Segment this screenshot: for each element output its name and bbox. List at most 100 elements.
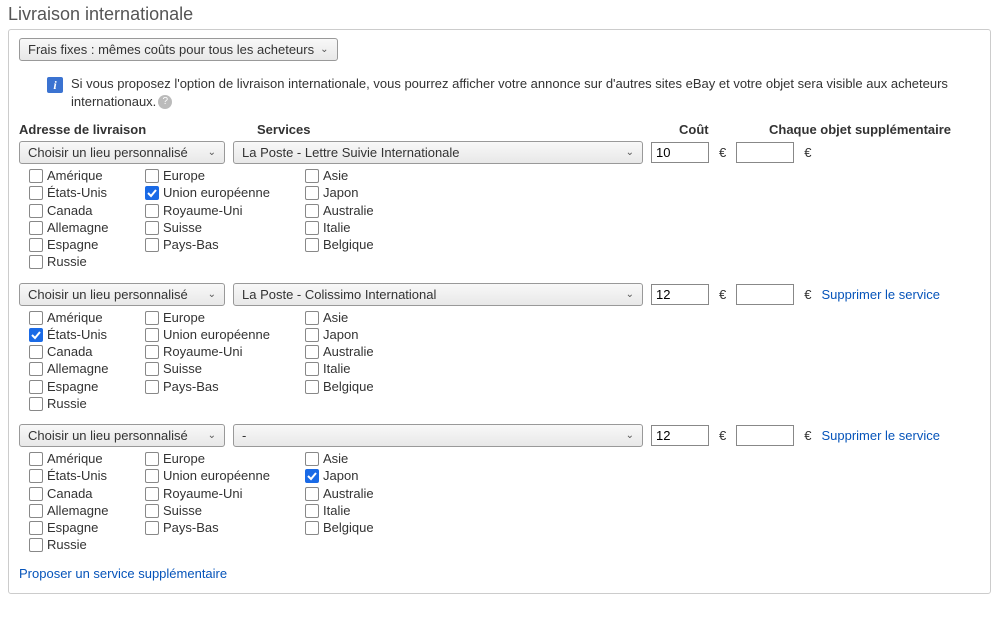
currency-label: € bbox=[804, 287, 811, 302]
country-checkbox[interactable] bbox=[29, 204, 43, 218]
service-select[interactable]: La Poste - Colissimo International⌄ bbox=[233, 283, 643, 306]
country-column: AsieJaponAustralieItalieBelgique bbox=[305, 168, 425, 271]
country-column: AmériqueÉtats-UnisCanadaAllemagneEspagne… bbox=[29, 168, 135, 271]
country-checkbox[interactable] bbox=[145, 521, 159, 535]
country-checkbox-row: Canada bbox=[29, 486, 135, 502]
country-checkbox-row: Asie bbox=[305, 168, 425, 184]
country-checkbox-row: Espagne bbox=[29, 520, 135, 536]
country-checkbox[interactable] bbox=[305, 328, 319, 342]
country-checkbox[interactable] bbox=[305, 186, 319, 200]
country-label: Pays-Bas bbox=[163, 237, 219, 253]
country-checkbox[interactable] bbox=[145, 328, 159, 342]
location-select-label: Choisir un lieu personnalisé bbox=[28, 287, 188, 302]
country-checkbox[interactable] bbox=[29, 380, 43, 394]
country-checkbox[interactable] bbox=[145, 487, 159, 501]
location-select[interactable]: Choisir un lieu personnalisé ⌄ bbox=[19, 283, 225, 306]
country-checkbox[interactable] bbox=[29, 255, 43, 269]
country-checkbox[interactable] bbox=[145, 452, 159, 466]
chevron-down-icon: ⌄ bbox=[208, 289, 216, 300]
country-checkbox-row: Amérique bbox=[29, 451, 135, 467]
country-checkbox[interactable] bbox=[305, 469, 319, 483]
country-checkbox[interactable] bbox=[145, 169, 159, 183]
country-checkbox[interactable] bbox=[145, 362, 159, 376]
country-checkbox[interactable] bbox=[305, 380, 319, 394]
header-extra: Chaque objet supplémentaire bbox=[769, 122, 980, 137]
country-checkbox[interactable] bbox=[29, 452, 43, 466]
country-checkbox[interactable] bbox=[145, 221, 159, 235]
country-checkbox[interactable] bbox=[29, 362, 43, 376]
country-checkbox[interactable] bbox=[145, 204, 159, 218]
country-checkbox[interactable] bbox=[145, 311, 159, 325]
country-checkbox[interactable] bbox=[305, 362, 319, 376]
help-icon[interactable]: ? bbox=[158, 95, 172, 109]
country-label: États-Unis bbox=[47, 185, 107, 201]
chevron-down-icon: ⌄ bbox=[320, 44, 328, 55]
country-checkbox-row: Russie bbox=[29, 254, 135, 270]
country-checkbox-row: Japon bbox=[305, 327, 425, 343]
country-checkbox-row: Asie bbox=[305, 310, 425, 326]
country-checkbox[interactable] bbox=[305, 238, 319, 252]
service-row: Choisir un lieu personnalisé⌄-⌄€€Supprim… bbox=[19, 424, 980, 447]
country-checkbox[interactable] bbox=[305, 452, 319, 466]
pricing-select[interactable]: Frais fixes : mêmes coûts pour tous les … bbox=[19, 38, 338, 61]
service-select[interactable]: -⌄ bbox=[233, 424, 643, 447]
country-checkbox[interactable] bbox=[29, 345, 43, 359]
section-title: Livraison internationale bbox=[8, 4, 991, 25]
location-select-label: Choisir un lieu personnalisé bbox=[28, 428, 188, 443]
country-checkbox-row: Belgique bbox=[305, 237, 425, 253]
service-select[interactable]: La Poste - Lettre Suivie Internationale⌄ bbox=[233, 141, 643, 164]
country-checkbox[interactable] bbox=[305, 311, 319, 325]
location-select[interactable]: Choisir un lieu personnalisé⌄ bbox=[19, 141, 225, 164]
country-label: Royaume-Uni bbox=[163, 344, 242, 360]
country-checkbox[interactable] bbox=[29, 311, 43, 325]
extra-input[interactable] bbox=[736, 425, 794, 446]
country-checkbox[interactable] bbox=[29, 397, 43, 411]
country-label: Union européenne bbox=[163, 185, 270, 201]
country-checkbox[interactable] bbox=[145, 504, 159, 518]
country-checkbox[interactable] bbox=[29, 186, 43, 200]
remove-service-link[interactable]: Supprimer le service bbox=[821, 428, 940, 443]
country-checkbox[interactable] bbox=[305, 521, 319, 535]
country-checkbox[interactable] bbox=[145, 238, 159, 252]
country-checkbox[interactable] bbox=[305, 169, 319, 183]
country-checkbox-row: Pays-Bas bbox=[145, 237, 295, 253]
add-service-link[interactable]: Proposer un service supplémentaire bbox=[19, 566, 980, 581]
extra-input[interactable] bbox=[736, 142, 794, 163]
country-checkbox[interactable] bbox=[29, 487, 43, 501]
country-checkbox[interactable] bbox=[29, 469, 43, 483]
country-checkbox[interactable] bbox=[29, 169, 43, 183]
country-checkbox[interactable] bbox=[145, 469, 159, 483]
country-checkbox[interactable] bbox=[305, 504, 319, 518]
country-checkbox[interactable] bbox=[305, 221, 319, 235]
country-checkbox[interactable] bbox=[305, 487, 319, 501]
country-column: EuropeUnion européenneRoyaume-UniSuisseP… bbox=[145, 168, 295, 271]
country-checkbox[interactable] bbox=[29, 538, 43, 552]
country-checkbox[interactable] bbox=[145, 186, 159, 200]
country-label: Asie bbox=[323, 451, 348, 467]
country-label: Italie bbox=[323, 220, 350, 236]
country-label: Royaume-Uni bbox=[163, 203, 242, 219]
country-checkbox[interactable] bbox=[305, 345, 319, 359]
cost-input[interactable] bbox=[651, 284, 709, 305]
country-checkbox[interactable] bbox=[29, 238, 43, 252]
country-checkbox[interactable] bbox=[29, 221, 43, 235]
country-checkbox[interactable] bbox=[145, 345, 159, 359]
country-grid: AmériqueÉtats-UnisCanadaAllemagneEspagne… bbox=[29, 168, 980, 271]
remove-service-link[interactable]: Supprimer le service bbox=[821, 287, 940, 302]
country-label: Europe bbox=[163, 310, 205, 326]
location-select[interactable]: Choisir un lieu personnalisé⌄ bbox=[19, 424, 225, 447]
country-label: Espagne bbox=[47, 520, 98, 536]
country-checkbox[interactable] bbox=[305, 204, 319, 218]
country-checkbox-row: Europe bbox=[145, 451, 295, 467]
extra-input[interactable] bbox=[736, 284, 794, 305]
country-checkbox[interactable] bbox=[145, 380, 159, 394]
country-checkbox[interactable] bbox=[29, 328, 43, 342]
cost-input[interactable] bbox=[651, 425, 709, 446]
country-label: États-Unis bbox=[47, 327, 107, 343]
cost-input[interactable] bbox=[651, 142, 709, 163]
country-checkbox[interactable] bbox=[29, 504, 43, 518]
country-label: Royaume-Uni bbox=[163, 486, 242, 502]
country-checkbox-row: Japon bbox=[305, 185, 425, 201]
country-checkbox[interactable] bbox=[29, 521, 43, 535]
country-label: Australie bbox=[323, 344, 374, 360]
